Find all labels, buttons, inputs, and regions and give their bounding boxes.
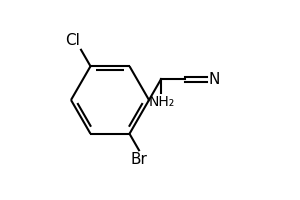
- Text: Cl: Cl: [65, 33, 80, 48]
- Text: N: N: [208, 72, 220, 87]
- Text: Br: Br: [130, 152, 147, 167]
- Text: NH₂: NH₂: [149, 95, 175, 109]
